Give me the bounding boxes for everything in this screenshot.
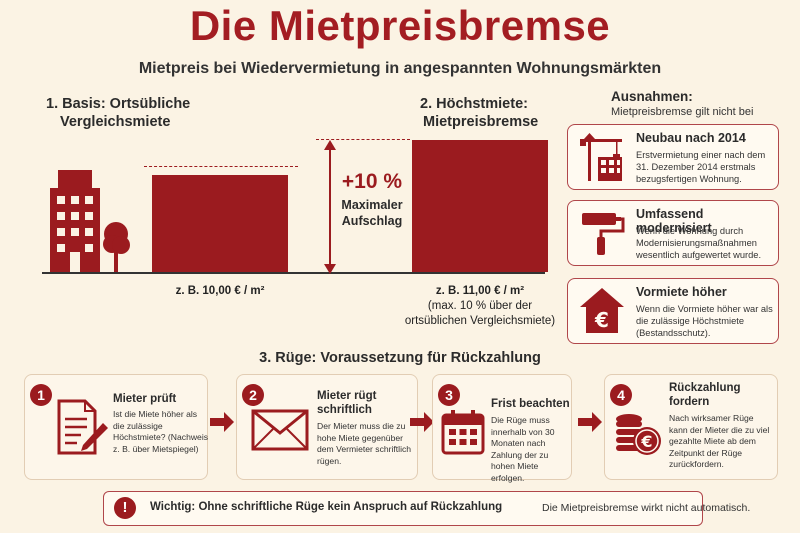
- aufschlag-label: Maximaler Aufschlag: [336, 197, 408, 229]
- arrow-right-icon: [210, 412, 234, 432]
- warning-banner: ! Wichtig: Ohne schriftliche Rüge kein A…: [103, 491, 750, 526]
- step-title: Frist beachten: [491, 397, 570, 411]
- ausnahme-text: Erstvermietung einer nach dem 31. Dezemb…: [636, 150, 766, 184]
- ausnahmen-heading: Ausnahmen:: [611, 89, 693, 104]
- step-title-line2: fordern: [669, 396, 710, 408]
- warning-icon: !: [114, 497, 136, 519]
- envelope-icon: [251, 409, 309, 451]
- construction-crane-icon: [580, 133, 622, 181]
- ausnahme-card-neubau: Neubau nach 2014 Erstvermietung einer na…: [567, 124, 779, 190]
- ruege-step-3: 3 Frist beachten Die Rüge muss innerhalb…: [432, 374, 572, 483]
- ruege-step-1: 1 Mieter prüft Ist die Miete höher als d…: [24, 374, 208, 480]
- basis-bar: [152, 175, 288, 272]
- aufschlag-percent: +10 %: [341, 170, 403, 193]
- step-text: Der Mieter muss die zu hohe Miete gegenü…: [317, 421, 412, 466]
- step-title-line1: Mieter rügt: [317, 390, 377, 402]
- step-text: Ist die Miete höher als die zulässige Hö…: [113, 409, 209, 454]
- coins-euro-icon: €: [616, 414, 661, 455]
- ruege-heading: 3. Rüge: Voraussetzung für Rückzahlung: [259, 350, 541, 366]
- svg-text:€: €: [640, 432, 652, 451]
- document-pen-icon: [57, 399, 108, 455]
- ausnahme-title: Vormiete höher: [636, 285, 727, 299]
- aufschlag-label-line1: Maximaler: [341, 198, 403, 212]
- step-title: Mieter rügt schriftlich: [317, 389, 376, 417]
- step-title: Mieter prüft: [113, 392, 176, 406]
- apartment-building-icon: [50, 170, 130, 272]
- step-number: 4: [610, 384, 632, 406]
- step-title-line1: Mieter prüft: [113, 393, 177, 405]
- ausnahme-card-vormiete: € Vormiete höher Wenn die Vormiete höher…: [567, 278, 779, 344]
- hoechst-caption: z. B. 11,00 € / m² (max. 10 % über der o…: [395, 284, 565, 329]
- step-title-line2: schriftlich: [317, 404, 372, 416]
- ausnahmen-subheading: Mietpreisbremse gilt nicht bei: [611, 106, 754, 118]
- paint-roller-icon: [582, 213, 625, 255]
- ruege-step-2: 2 Mieter rügt schriftlich Der Mieter mus…: [236, 374, 418, 480]
- basis-dashed-line: [144, 166, 298, 167]
- house-euro-icon: €: [580, 288, 624, 333]
- page-title: Die Mietpreisbremse: [189, 2, 611, 49]
- step-number: 3: [438, 384, 460, 406]
- page-subtitle: Mietpreis bei Wiedervermietung in angesp…: [138, 60, 662, 77]
- hoechst-note-line1: (max. 10 % über der: [427, 300, 533, 312]
- hoechst-heading: 2. Höchstmiete: Mietpreisbremse: [420, 95, 538, 131]
- ausnahme-card-modernisiert: Umfassend modernisiert Wenn die Wohnung …: [567, 200, 779, 266]
- chart-baseline: [42, 272, 545, 274]
- ausnahme-text: Wenn die Vormiete höher war als die zulä…: [636, 304, 773, 338]
- arrow-right-icon: [578, 412, 602, 432]
- warning-text: Die Mietpreisbremse wirkt nicht automati…: [542, 502, 751, 514]
- ausnahme-text: Wenn die Wohnung durch Modernisierungsma…: [636, 226, 762, 260]
- basis-heading: 1. Basis: Ortsübliche Vergleichsmiete: [46, 95, 190, 131]
- calendar-icon: [441, 410, 485, 455]
- step-text: Nach wirksamer Rüge kann der Mieter die …: [669, 413, 770, 469]
- aufschlag-label-line2: Aufschlag: [341, 214, 403, 228]
- hoechst-bar: [412, 140, 548, 272]
- hoechst-heading-line1: 2. Höchstmiete:: [420, 96, 528, 112]
- double-arrow-icon: [324, 140, 336, 274]
- step-number: 1: [30, 384, 52, 406]
- warning-bold-text: Wichtig: Ohne schriftliche Rüge kein Ans…: [150, 501, 503, 513]
- basis-heading-line1: 1. Basis: Ortsübliche: [46, 96, 191, 112]
- svg-text:€: €: [594, 308, 609, 332]
- arrow-right-icon: [410, 412, 434, 432]
- step-title: Rückzahlung fordern: [669, 381, 741, 409]
- basis-heading-line2: Vergleichsmiete: [60, 114, 171, 130]
- step-number: 2: [242, 384, 264, 406]
- hoechst-heading-line2: Mietpreisbremse: [423, 114, 539, 130]
- step-text: Die Rüge muss innerhalb von 30 Monaten n…: [491, 415, 555, 483]
- step-title-line1: Frist beachten: [491, 398, 570, 410]
- hoechst-dashed-line: [316, 139, 410, 140]
- ausnahme-title: Neubau nach 2014: [636, 131, 746, 145]
- hoechst-caption-value: z. B. 11,00 € / m²: [435, 285, 525, 297]
- hoechst-note-line2: ortsüblichen Vergleichsmiete): [404, 315, 556, 327]
- basis-caption: z. B. 10,00 € / m²: [175, 285, 265, 297]
- ruege-step-4: 4 € Rückzahlung fordern Nach wirksamer R…: [604, 374, 778, 480]
- ausnahme-title: Umfassend modernisiert: [636, 207, 712, 235]
- step-title-line1: Rückzahlung: [669, 382, 741, 394]
